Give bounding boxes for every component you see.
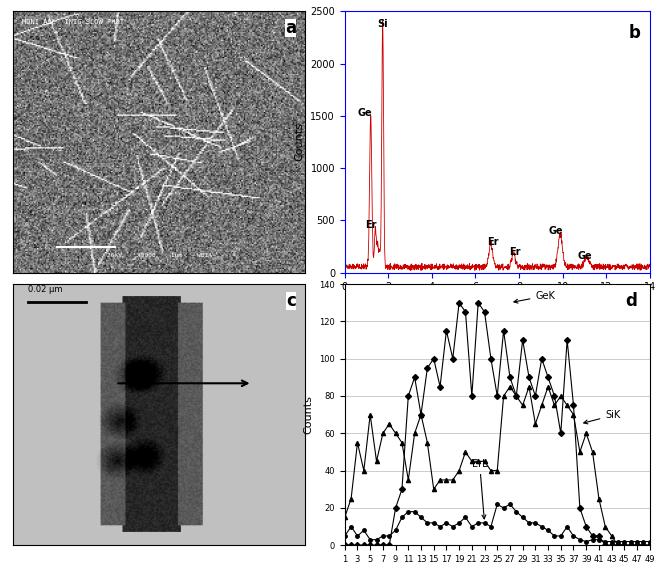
Text: Er: Er <box>365 220 377 229</box>
Text: Ge: Ge <box>549 226 564 236</box>
Text: SiK: SiK <box>583 410 621 424</box>
Text: GeK: GeK <box>514 291 555 303</box>
Text: 0.02 µm: 0.02 µm <box>28 285 62 294</box>
Text: 20KV    X5000    1µm    WB14: 20KV X5000 1µm WB14 <box>107 253 211 258</box>
Text: d: d <box>626 292 638 310</box>
Text: ErL: ErL <box>472 459 487 519</box>
Text: c: c <box>286 292 296 310</box>
Text: Er: Er <box>509 247 520 257</box>
Text: Ge: Ge <box>577 251 591 261</box>
Y-axis label: Counts: Counts <box>304 395 314 434</box>
Y-axis label: Counts: Counts <box>295 123 305 161</box>
Text: Er: Er <box>487 237 499 248</box>
Text: b: b <box>629 24 640 43</box>
Text: a: a <box>285 19 296 37</box>
Text: Ge: Ge <box>357 108 372 118</box>
X-axis label: KeV: KeV <box>487 298 508 308</box>
Text: Si: Si <box>377 19 388 29</box>
Text: MONI AVE  INTG SLOW PHOT: MONI AVE INTG SLOW PHOT <box>22 19 124 25</box>
